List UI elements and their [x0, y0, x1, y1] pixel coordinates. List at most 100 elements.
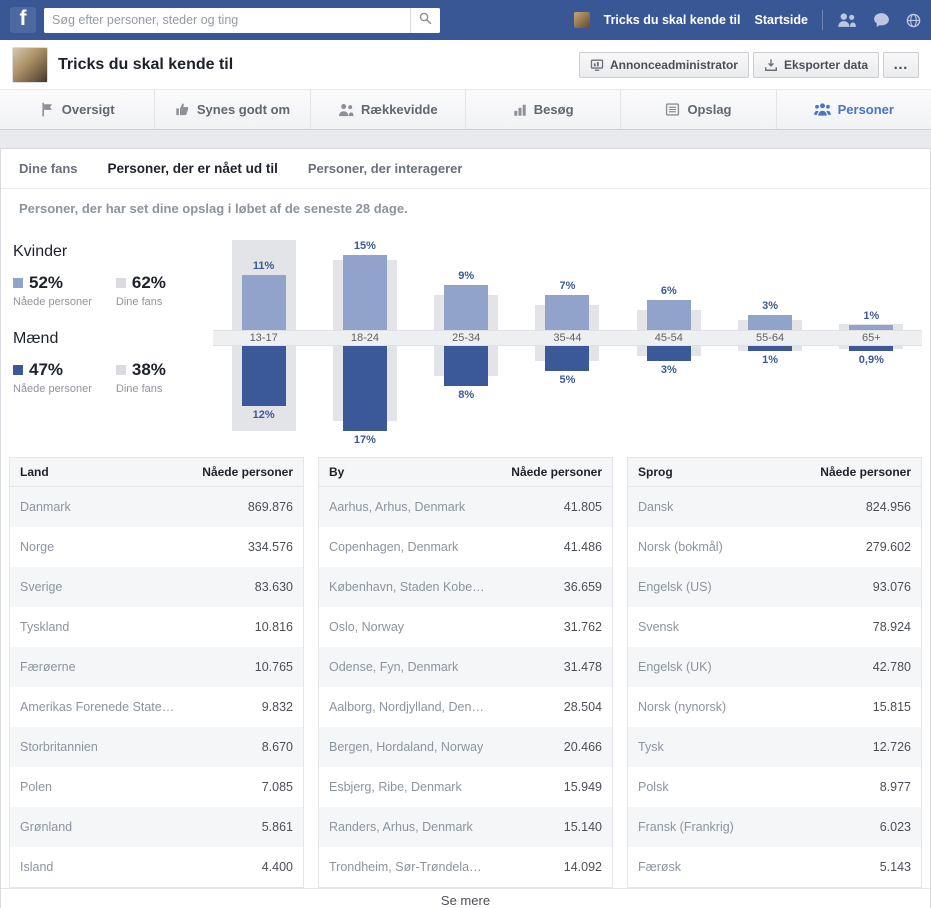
posts-icon: [665, 102, 680, 117]
table-row[interactable]: Tyskland 10.816: [10, 607, 303, 647]
table-row[interactable]: Oslo, Norway 31.762: [319, 607, 612, 647]
men-reached-label: Nåede personer: [13, 383, 92, 395]
row-value: 15.140: [563, 820, 602, 834]
table-row[interactable]: Aalborg, Nordjylland, Den… 28.504: [319, 687, 612, 727]
facebook-logo[interactable]: f: [10, 7, 36, 33]
table-row[interactable]: Odense, Fyn, Denmark 31.478: [319, 647, 612, 687]
age-axis-label: 65+: [862, 332, 881, 344]
row-label: Aarhus, Arhus, Denmark: [329, 500, 466, 514]
export-data-button[interactable]: Eksporter data: [752, 51, 879, 78]
row-label: Tyskland: [20, 620, 70, 634]
row-label: Danmark: [20, 500, 71, 514]
table-row[interactable]: Copenhagen, Denmark 41.486: [319, 527, 612, 567]
table-row[interactable]: Polsk 8.977: [628, 767, 921, 807]
ads-manager-icon: [590, 58, 604, 72]
row-label: Tysk: [638, 740, 664, 754]
table-row[interactable]: Bergen, Hordaland, Norway 20.466: [319, 727, 612, 767]
row-value: 824.956: [865, 500, 911, 514]
table-row[interactable]: Fransk (Frankrig) 6.023: [628, 807, 921, 847]
tab-oversigt[interactable]: Oversigt: [0, 90, 156, 129]
profile-link[interactable]: Tricks du skal kende til: [603, 13, 741, 27]
see-more-link[interactable]: Se mere: [1, 888, 930, 908]
table-row[interactable]: Engelsk (US) 93.076: [628, 567, 921, 607]
tab-besoeg[interactable]: Besøg: [466, 90, 622, 129]
table-header: Sprog Nåede personer: [628, 458, 921, 487]
ads-manager-button[interactable]: Annonceadministrator: [578, 51, 749, 78]
table-row[interactable]: Norsk (bokmål) 279.602: [628, 527, 921, 567]
table-row[interactable]: Randers, Arhus, Denmark 15.140: [319, 807, 612, 847]
women-fans-swatch: [115, 278, 126, 288]
table-row[interactable]: Grønland 5.861: [10, 807, 303, 847]
table-row[interactable]: Sverige 83.630: [10, 567, 303, 607]
age-group-13-17[interactable]: 11% 13-17 12%: [213, 233, 314, 443]
age-group-25-34[interactable]: 9% 25-34 8%: [416, 233, 517, 443]
page-title: Tricks du skal kende til: [58, 55, 234, 73]
table-row[interactable]: Aarhus, Arhus, Denmark 41.805: [319, 487, 612, 527]
table-row[interactable]: Færøerne 10.765: [10, 647, 303, 687]
table-row[interactable]: Norsk (nynorsk) 15.815: [628, 687, 921, 727]
bar-reached-men: [241, 346, 286, 406]
table-row[interactable]: Norge 334.576: [10, 527, 303, 567]
table-row[interactable]: Island 4.400: [10, 847, 303, 887]
bar-reached-women: [545, 295, 590, 330]
row-value: 14.092: [563, 860, 602, 874]
subtab-dine-fans[interactable]: Dine fans: [19, 161, 78, 176]
header-buttons: Annonceadministrator Eksporter data …: [578, 51, 919, 78]
age-group-65[interactable]: 1% 65+ 0,9%: [821, 233, 922, 443]
table-row[interactable]: København, Staden Kobe… 36.659: [319, 567, 612, 607]
age-group-35-44[interactable]: 7% 35-44 5%: [517, 233, 618, 443]
page-avatar[interactable]: [12, 46, 48, 83]
row-label: Oslo, Norway: [329, 620, 405, 634]
tab-personer[interactable]: Personer: [777, 90, 931, 129]
tab-raekkevidde[interactable]: Rækkevidde: [311, 90, 466, 129]
age-group-55-64[interactable]: 3% 55-64 1%: [719, 233, 820, 443]
search-button[interactable]: [410, 7, 440, 33]
bar-value-women: 7%: [559, 280, 576, 292]
profile-avatar[interactable]: [573, 12, 590, 28]
table-row[interactable]: Polen 7.085: [10, 767, 303, 807]
men-fans-label: Dine fans: [115, 383, 163, 395]
table-row[interactable]: Dansk 824.956: [628, 487, 921, 527]
table-row[interactable]: Esbjerg, Ribe, Denmark 15.949: [319, 767, 612, 807]
table-row[interactable]: Færøsk 5.143: [628, 847, 921, 887]
friends-icon[interactable]: [837, 12, 857, 28]
bar-reached-men: [849, 346, 894, 351]
subtab-personer-der-er-naaet-ud-til[interactable]: Personer, der er nået ud til: [107, 161, 278, 176]
table-row[interactable]: Tysk 12.726: [628, 727, 921, 767]
row-value: 36.659: [563, 580, 602, 594]
home-link[interactable]: Startside: [754, 13, 809, 27]
women-reached-pct: 52%: [29, 273, 64, 292]
table-row[interactable]: Trondheim, Sør-Trøndela… 14.092: [319, 847, 612, 887]
table-col1-header: By: [329, 465, 345, 479]
tab-synes-godt-om[interactable]: Synes godt om: [155, 90, 311, 129]
table-row[interactable]: Svensk 78.924: [628, 607, 921, 647]
age-group-45-54[interactable]: 6% 45-54 3%: [618, 233, 719, 443]
row-value: 31.762: [563, 620, 602, 634]
table-row[interactable]: Engelsk (UK) 42.780: [628, 647, 921, 687]
row-value: 10.765: [254, 660, 293, 674]
messages-icon[interactable]: [873, 12, 890, 28]
row-label: Odense, Fyn, Denmark: [329, 660, 459, 674]
age-group-18-24[interactable]: 15% 18-24 17%: [314, 233, 415, 446]
table-row[interactable]: Amerikas Forenede State… 9.832: [10, 687, 303, 727]
bar-value-women: 15%: [353, 240, 376, 252]
globe-icon[interactable]: [906, 13, 921, 28]
bar-reached-men: [444, 346, 489, 386]
subtab-personer-der-interagerer[interactable]: Personer, der interagerer: [307, 161, 463, 176]
ads-manager-label: Annonceadministrator: [609, 57, 738, 72]
bar-value-men: 0,9%: [858, 353, 884, 366]
men-fans-pct: 38%: [131, 360, 166, 379]
insights-card: Dine fans Personer, der er nået ud til Per…: [0, 148, 931, 908]
table-col1-header: Sprog: [638, 465, 673, 479]
row-value: 6.023: [879, 820, 911, 834]
table-row[interactable]: Danmark 869.876: [10, 487, 303, 527]
row-label: Grønland: [20, 820, 73, 834]
more-options-button[interactable]: …: [883, 51, 919, 78]
table-row[interactable]: Storbritannien 8.670: [10, 727, 303, 767]
search-icon: [419, 12, 432, 28]
row-label: Randers, Arhus, Denmark: [329, 820, 473, 834]
legend-women-row: 52% Nåede personer 62% Dine fans: [13, 273, 213, 308]
search-input[interactable]: [44, 7, 410, 33]
row-label: Svensk: [638, 620, 679, 634]
tab-opslag[interactable]: Opslag: [621, 90, 777, 129]
